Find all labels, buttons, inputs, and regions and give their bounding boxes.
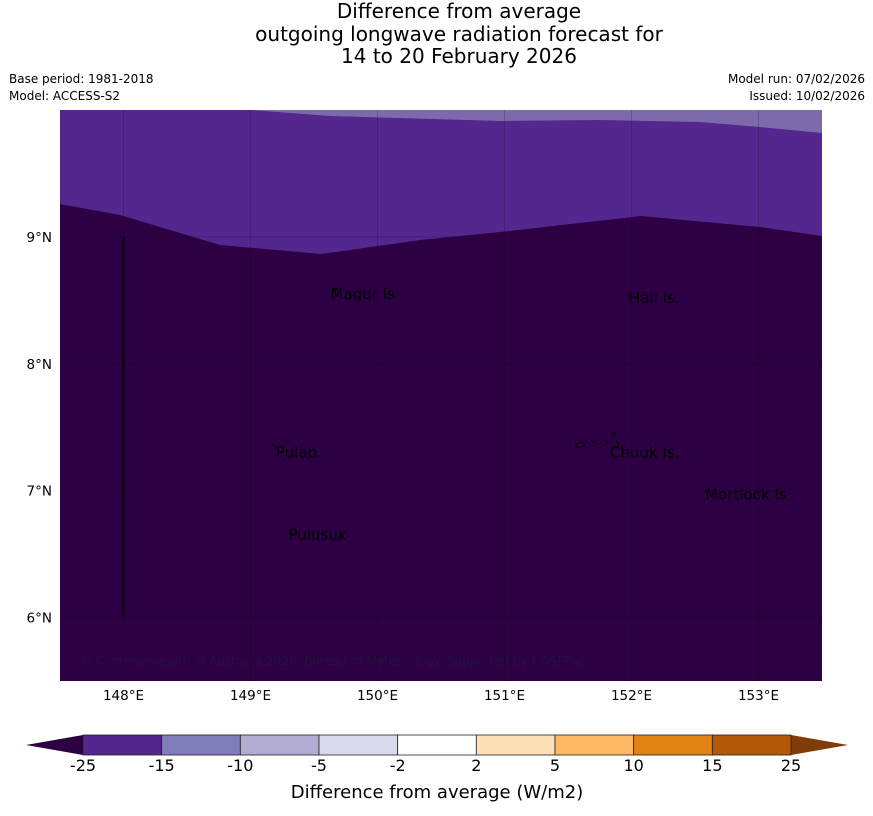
lon-tick-label: 148°E	[103, 688, 144, 704]
lon-tick-label: 149°E	[230, 688, 271, 704]
title-line-3: 14 to 20 February 2026	[341, 44, 577, 68]
colorbar-under-arrow	[26, 735, 83, 755]
pulap-island-shape	[271, 443, 277, 450]
base-period: Base period: 1981-2018	[9, 72, 154, 86]
colorbar-tick-labels: -25 -15 -10 -5 -2 2 5 10 15 25	[70, 756, 801, 775]
colorbar-segment	[161, 734, 241, 756]
colorbar-segment	[633, 734, 713, 756]
colorbar-tick-label: -25	[70, 756, 96, 775]
colorbar-tick-label: -10	[227, 756, 253, 775]
title-line-1: Difference from average	[336, 0, 582, 23]
colorbar-segment	[82, 734, 163, 756]
lat-tick-label: 7°N	[27, 484, 52, 500]
colorbar-segment	[239, 734, 320, 756]
place-label: Pulusuk	[289, 526, 347, 544]
meta-right: Model run: 07/02/2026 Issued: 10/02/2026	[728, 71, 865, 105]
chuuk-lagoon-shape	[575, 431, 624, 451]
place-label: Magur Is.	[331, 285, 400, 303]
lon-tick-label: 151°E	[484, 688, 525, 704]
colorbar-tick-label: -15	[149, 756, 175, 775]
colorbar-title: Difference from average (W/m2)	[291, 782, 583, 803]
place-label: Pulap	[276, 444, 317, 462]
lon-tick-label: 153°E	[738, 688, 779, 704]
place-label: Mortlock Is.	[705, 485, 791, 503]
place-labels: Magur Is. Hall Is. Pulap Chuuk Is. Mortlock …	[276, 285, 791, 544]
map-title: Difference from average outgoing longwav…	[0, 0, 873, 68]
title-line-2: outgoing longwave radiation forecast for	[255, 21, 663, 46]
colorbar-tick-label: -2	[390, 756, 406, 775]
colorbar: -25 -15 -10 -5 -2 2 5 10 15 25 Difference from av…	[26, 734, 848, 803]
map-plot-area: Magur Is. Hall Is. Pulap Chuuk Is. Mortlock …	[60, 110, 822, 681]
mortlock-island-shape	[704, 488, 707, 493]
pulusuk-island-shape	[289, 529, 294, 536]
place-label: Hall Is.	[629, 289, 680, 307]
colorbar-over-arrow	[791, 735, 848, 755]
copyright-note: © Commonwealth of Australia 2026, Bureau…	[80, 654, 585, 668]
lat-tick-label: 9°N	[27, 230, 52, 246]
hall-island-shape	[628, 292, 632, 299]
colorbar-tick-label: 15	[702, 756, 722, 775]
magur-island-shape	[334, 287, 339, 292]
issued-date: Issued: 10/02/2026	[749, 89, 865, 103]
colorbar-segment	[397, 734, 477, 756]
colorbar-segment	[318, 734, 399, 756]
lon-tick-label: 150°E	[357, 688, 398, 704]
model-run: Model run: 07/02/2026	[727, 72, 865, 86]
colorbar-tick-label: 2	[471, 756, 481, 775]
model-name: Model: ACCESS-S2	[9, 89, 121, 103]
colorbar-segment	[475, 734, 556, 756]
lat-tick-label: 6°N	[27, 611, 52, 627]
colorbar-segment	[554, 734, 635, 756]
colorbar-tick-label: 25	[781, 756, 801, 775]
colorbar-segments	[82, 734, 792, 756]
lon-tick-label: 152°E	[611, 688, 652, 704]
colorbar-tick-label: 10	[623, 756, 643, 775]
anomaly-band-light	[250, 110, 822, 133]
axis-tick-labels: 148°E 149°E 150°E 151°E 152°E 153°E 9°N 8°N 7°N 6…	[27, 230, 779, 704]
colorbar-segment	[711, 734, 792, 756]
island-markers	[271, 287, 707, 536]
lat-tick-label: 8°N	[27, 357, 52, 373]
colorbar-tick-label: -5	[311, 756, 327, 775]
meta-left: Base period: 1981-2018 Model: ACCESS-S2	[9, 71, 154, 105]
anomaly-band-mid	[60, 110, 822, 254]
place-label: Chuuk Is.	[610, 444, 679, 462]
colorbar-tick-label: 5	[550, 756, 560, 775]
